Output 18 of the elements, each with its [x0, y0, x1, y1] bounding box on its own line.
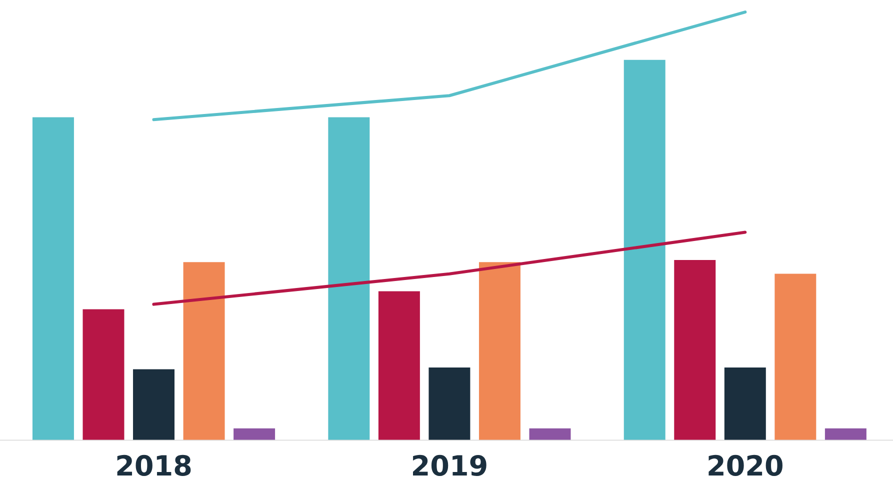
- x-tick-label: 2019: [413, 454, 486, 476]
- bar: [232, 427, 276, 441]
- bar: [528, 427, 572, 441]
- bar: [377, 290, 422, 441]
- bar: [326, 116, 372, 441]
- bar: [824, 427, 868, 441]
- bar: [132, 368, 176, 441]
- bar: [478, 260, 522, 441]
- bar: [773, 272, 818, 441]
- x-tick-label: 2020: [708, 454, 782, 476]
- bar: [31, 116, 76, 441]
- bar: [672, 258, 718, 441]
- bar: [427, 366, 472, 441]
- bar: [723, 366, 768, 441]
- bar: [182, 260, 226, 441]
- x-tick-label: 2018: [117, 454, 191, 476]
- bar: [81, 308, 126, 441]
- bar: [622, 58, 667, 441]
